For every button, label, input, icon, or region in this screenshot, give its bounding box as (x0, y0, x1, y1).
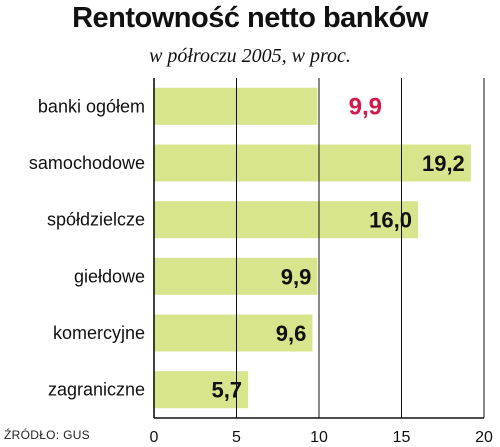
bar-5 (154, 371, 249, 409)
value-label-5: 5,7 (211, 378, 242, 403)
bar-2 (154, 201, 418, 239)
bar-3 (154, 257, 318, 295)
x-tick-label-2: 10 (310, 429, 328, 446)
x-tick-label-1: 5 (232, 429, 241, 446)
chart-title: Rentowność netto banków (72, 2, 428, 34)
value-label-0: 9,9 (349, 93, 382, 120)
source-note: ŹRÓDŁO: GUS (4, 428, 90, 442)
category-label-0: banki ogółem (38, 96, 145, 116)
x-tick-label-3: 15 (393, 429, 411, 446)
x-tick-label-0: 0 (150, 429, 159, 446)
bar-1 (154, 144, 471, 182)
chart-subtitle: w półroczu 2005, w proc. (149, 45, 351, 67)
value-label-3: 9,9 (281, 264, 312, 289)
category-label-4: komercyjne (53, 323, 145, 343)
category-label-2: spółdzielcze (47, 210, 145, 230)
bar-0 (154, 87, 318, 125)
value-label-4: 9,6 (276, 321, 307, 346)
x-tick-label-4: 20 (475, 429, 493, 446)
value-label-1: 19,2 (422, 151, 465, 176)
category-label-5: zagraniczne (48, 380, 145, 400)
category-label-1: samochodowe (29, 153, 145, 173)
category-label-3: giełdowe (74, 266, 145, 286)
bar-4 (154, 314, 313, 352)
value-label-2: 16,0 (369, 208, 412, 233)
